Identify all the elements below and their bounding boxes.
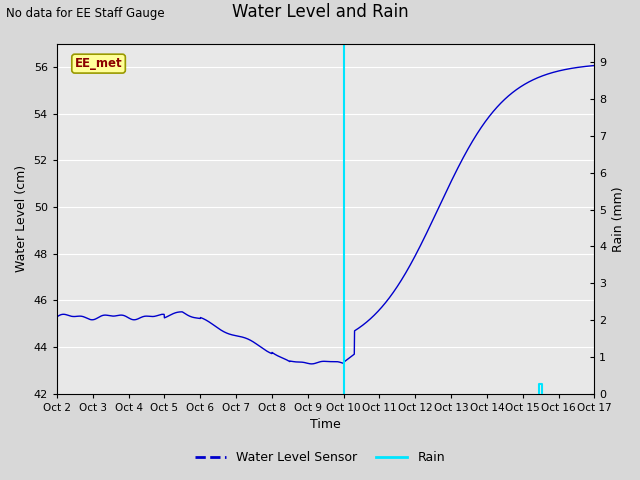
Text: EE_met: EE_met <box>75 57 122 70</box>
Y-axis label: Water Level (cm): Water Level (cm) <box>15 165 28 272</box>
Y-axis label: Rain (mm): Rain (mm) <box>612 186 625 252</box>
Legend: Water Level Sensor, Rain: Water Level Sensor, Rain <box>190 446 450 469</box>
Text: Water Level and Rain: Water Level and Rain <box>232 3 408 21</box>
Text: No data for EE Staff Gauge: No data for EE Staff Gauge <box>6 7 165 20</box>
X-axis label: Time: Time <box>310 419 341 432</box>
